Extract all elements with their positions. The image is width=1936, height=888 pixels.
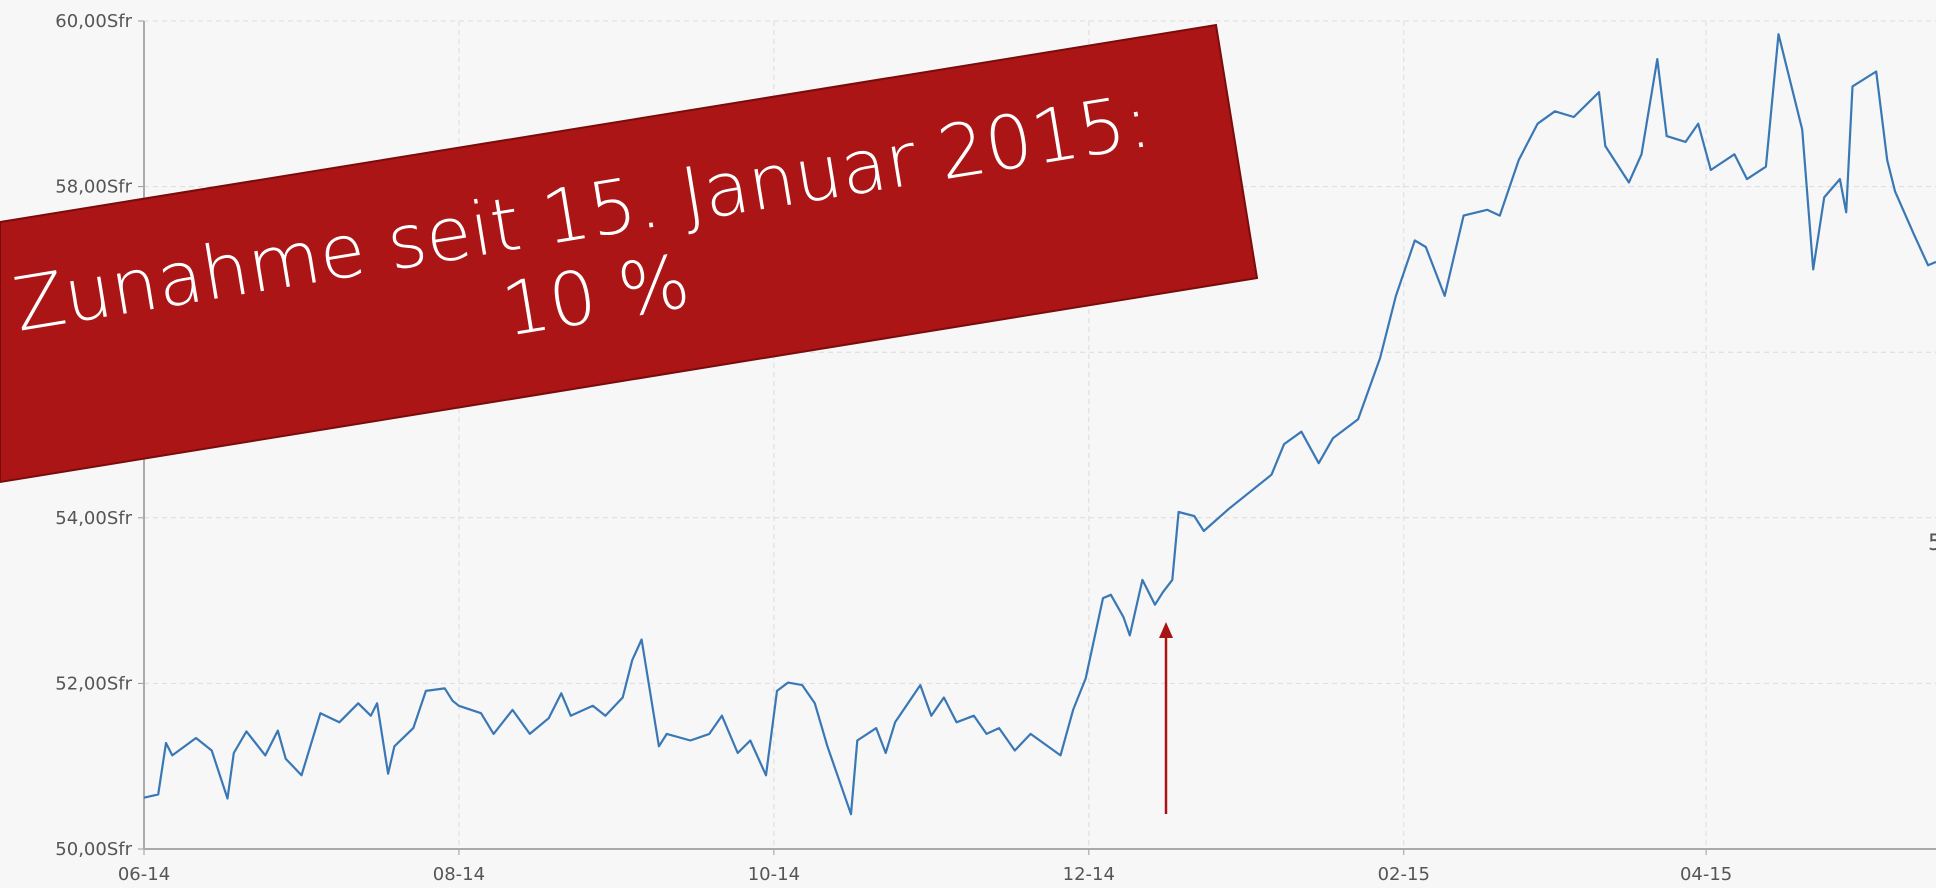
x-tick-label: 08-14 [433, 864, 485, 885]
y-tick-label: 54,00Sfr [55, 508, 132, 529]
x-tick-label: 04-15 [1680, 864, 1732, 885]
arrow-head [1159, 622, 1173, 638]
banner [0, 23, 1259, 484]
x-tick-label: 06-14 [118, 864, 170, 885]
x-tick-label: 12-14 [1063, 864, 1115, 885]
y-tick-label: 58,00Sfr [55, 177, 132, 198]
edge-label: 5 [1928, 531, 1936, 556]
y-tick-label: 52,00Sfr [55, 673, 132, 694]
y-tick-label: 50,00Sfr [55, 839, 132, 860]
x-tick-label: 10-14 [748, 864, 800, 885]
series-line [143, 33, 1936, 816]
x-tick-label: 02-15 [1378, 864, 1430, 885]
y-tick-label: 60,00Sfr [55, 11, 132, 32]
